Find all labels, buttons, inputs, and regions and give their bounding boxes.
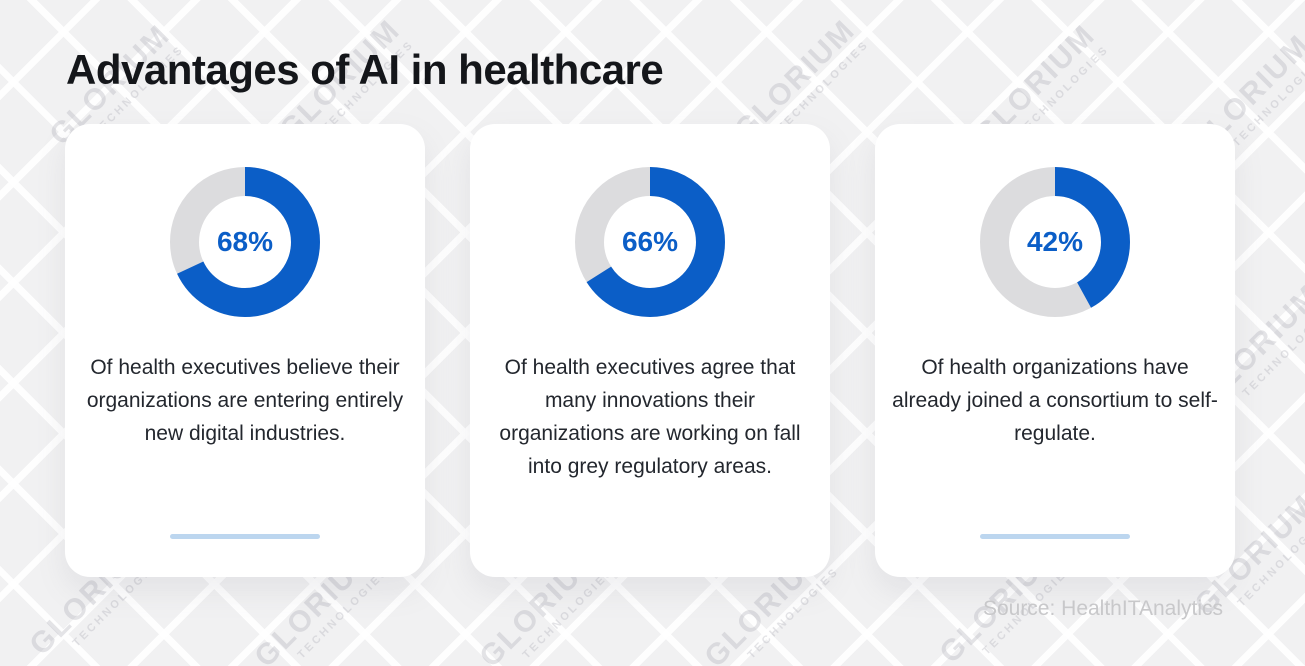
- stat-card-3: 42% Of health organizations have already…: [875, 124, 1235, 578]
- donut-svg: [980, 167, 1130, 318]
- donut-chart-3: 42%: [980, 167, 1130, 318]
- card-underline: [980, 534, 1130, 540]
- donut-arc: [575, 167, 725, 318]
- stat-card-1: 68% Of health executives believe their o…: [65, 124, 425, 578]
- stat-card-2: 66% Of health executives agree that many…: [470, 124, 830, 578]
- donut-percent-label: 42%: [1026, 226, 1084, 258]
- stat-description: Of health executives agree that many inn…: [499, 356, 801, 479]
- source-attribution: Source: HealthITAnalytics: [982, 597, 1223, 620]
- donut-chart-1: 68%: [170, 167, 320, 318]
- stat-description: Of health organizations have already joi…: [892, 356, 1218, 446]
- donut-svg: [575, 167, 725, 318]
- donut-arc: [170, 167, 320, 318]
- donut-chart-2: 66%: [575, 167, 725, 318]
- donut-svg: [170, 167, 320, 318]
- stat-description: Of health executives believe their organ…: [86, 356, 404, 446]
- donut-percent-label: 68%: [216, 226, 274, 258]
- donut-percent-label: 66%: [621, 226, 679, 258]
- card-underline: [170, 534, 320, 540]
- donut-arc: [980, 167, 1130, 318]
- page-title: Advantages of AI in healthcare: [66, 46, 664, 93]
- stat-cards-row: 68% Of health executives believe their o…: [65, 124, 1240, 578]
